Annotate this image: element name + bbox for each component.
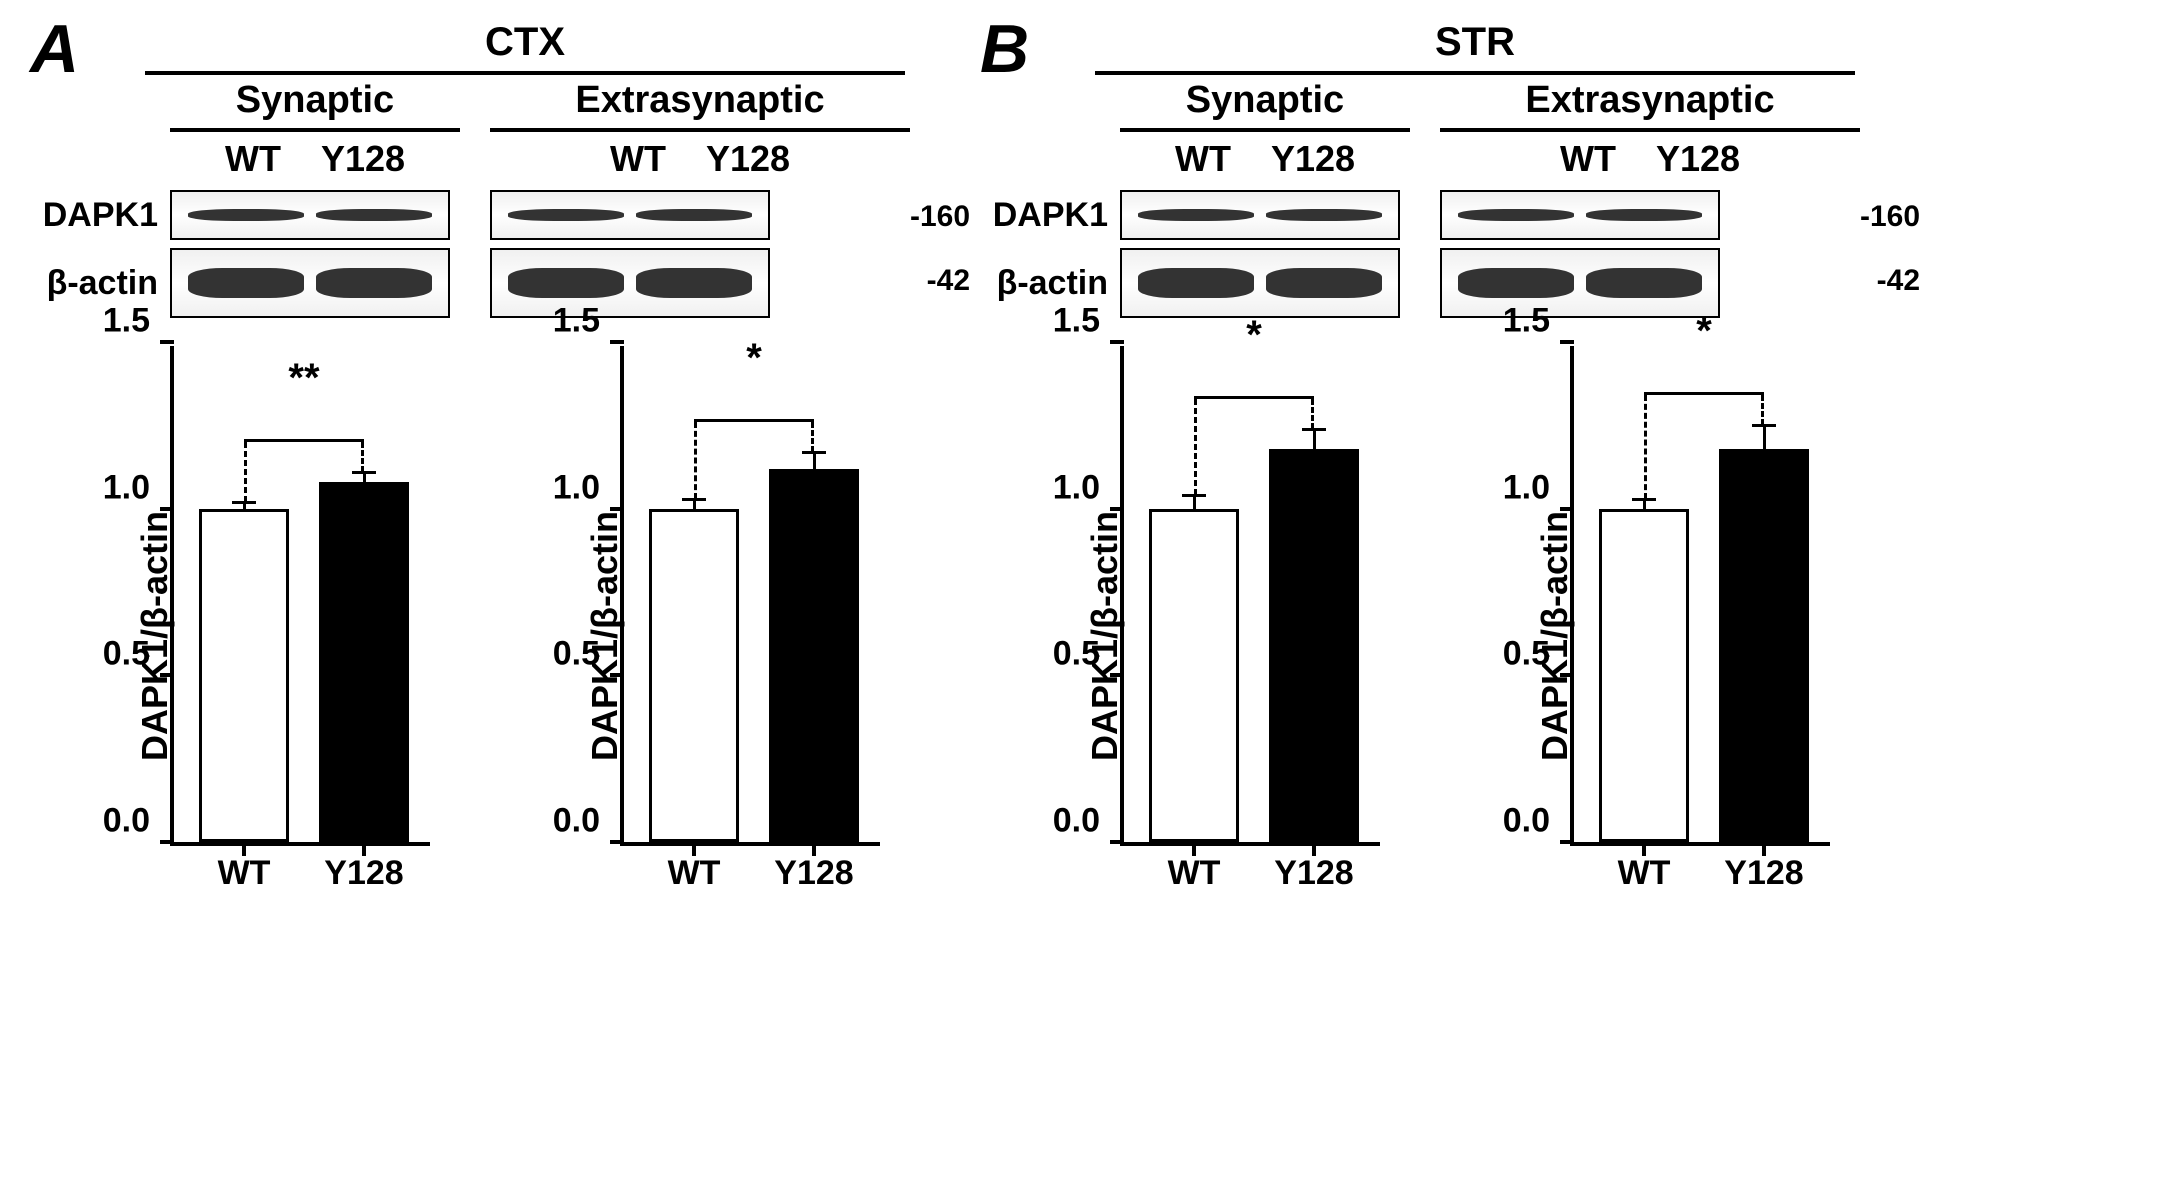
region-title: CTX	[145, 20, 905, 75]
blot-row: -160	[490, 190, 910, 240]
bar-y128	[769, 469, 859, 842]
bar-chart: DAPK1/β-actin0.00.51.01.5WTY128*	[1440, 346, 1860, 926]
y-tick-label: 1.0	[1503, 468, 1550, 507]
western-blot-image	[1120, 190, 1400, 240]
chart-axes: 0.00.51.01.5WTY128*	[620, 346, 880, 846]
y-tick-label: 0.5	[1503, 635, 1550, 674]
significance-marker: **	[288, 356, 319, 401]
condition-label: Y128	[1271, 138, 1355, 180]
blot-row: DAPK1	[40, 190, 460, 240]
significance-marker: *	[746, 336, 762, 381]
panel-letter: A	[30, 10, 79, 88]
significance-marker: *	[1696, 309, 1712, 354]
subpanel-synaptic: SynapticWTY128DAPK1β-actinDAPK1/β-actin0…	[40, 79, 460, 926]
condition-header-row: WT Y128	[170, 138, 460, 180]
fraction-title: Synaptic	[170, 79, 460, 132]
condition-label: WT	[225, 138, 281, 180]
significance-marker: *	[1246, 313, 1262, 358]
fraction-title: Synaptic	[1120, 79, 1410, 132]
subpanel-synaptic: SynapticWTY128DAPK1β-actinDAPK1/β-actin0…	[990, 79, 1410, 926]
mw-label: -42	[927, 264, 970, 298]
y-tick-label: 1.0	[103, 468, 150, 507]
condition-label: Y128	[321, 138, 405, 180]
bar-y128	[1719, 449, 1809, 842]
y-tick-label: 0.0	[103, 802, 150, 841]
bar-wt	[199, 509, 289, 842]
x-tick-label: Y128	[1724, 854, 1803, 893]
bar-wt	[649, 509, 739, 842]
western-blot-image	[170, 248, 450, 318]
subpanel-extrasynaptic: ExtrasynapticWTY128-160-42DAPK1/β-actin0…	[490, 79, 910, 926]
western-blot-image	[170, 190, 450, 240]
protein-label: β-actin	[40, 264, 170, 303]
bar-chart: DAPK1/β-actin0.00.51.01.5WTY128*	[990, 346, 1410, 926]
y-tick-label: 0.0	[553, 802, 600, 841]
blot-row: DAPK1	[990, 190, 1410, 240]
fraction-title: Extrasynaptic	[490, 79, 910, 132]
region-title: STR	[1095, 20, 1855, 75]
bar-chart: DAPK1/β-actin0.00.51.01.5WTY128*	[490, 346, 910, 926]
bar-y128	[319, 482, 409, 842]
x-tick-label: Y128	[1274, 854, 1353, 893]
protein-label: DAPK1	[990, 196, 1120, 235]
bar-wt	[1149, 509, 1239, 842]
bar-chart: DAPK1/β-actin0.00.51.01.5WTY128**	[40, 346, 460, 926]
mw-label: -160	[1860, 200, 1920, 234]
subpanel-extrasynaptic: ExtrasynapticWTY128-160-42DAPK1/β-actin0…	[1440, 79, 1860, 926]
chart-axes: 0.00.51.01.5WTY128*	[1120, 346, 1380, 846]
mw-label: -160	[910, 200, 970, 234]
condition-label: Y128	[1656, 138, 1740, 180]
x-tick-label: WT	[1618, 854, 1671, 893]
y-tick-label: 0.5	[103, 635, 150, 674]
y-tick-label: 1.0	[553, 468, 600, 507]
blot-row: -160	[1440, 190, 1860, 240]
western-blot-image	[490, 248, 770, 318]
western-blot-image	[1440, 248, 1720, 318]
y-tick-label: 1.5	[103, 302, 150, 341]
y-tick-label: 0.0	[1053, 802, 1100, 841]
panel-b: BSTRSynapticWTY128DAPK1β-actinDAPK1/β-ac…	[990, 20, 1860, 926]
y-tick-label: 0.0	[1503, 802, 1550, 841]
bar-wt	[1599, 509, 1689, 842]
y-tick-label: 1.5	[553, 302, 600, 341]
bar-y128	[1269, 449, 1359, 842]
y-tick-label: 1.0	[1053, 468, 1100, 507]
protein-label: β-actin	[990, 264, 1120, 303]
fraction-title: Extrasynaptic	[1440, 79, 1860, 132]
x-tick-label: Y128	[324, 854, 403, 893]
protein-label: DAPK1	[40, 196, 170, 235]
x-tick-label: WT	[1168, 854, 1221, 893]
condition-label: WT	[1175, 138, 1231, 180]
panel-a: ACTXSynapticWTY128DAPK1β-actinDAPK1/β-ac…	[40, 20, 910, 926]
x-tick-label: WT	[668, 854, 721, 893]
condition-header-row: WT Y128	[490, 138, 910, 180]
chart-axes: 0.00.51.01.5WTY128*	[1570, 346, 1830, 846]
x-tick-label: WT	[218, 854, 271, 893]
y-tick-label: 0.5	[1053, 635, 1100, 674]
y-tick-label: 0.5	[553, 635, 600, 674]
mw-label: -42	[1877, 264, 1920, 298]
western-blot-image	[1440, 190, 1720, 240]
condition-label: WT	[1560, 138, 1616, 180]
condition-header-row: WT Y128	[1120, 138, 1410, 180]
western-blot-image	[490, 190, 770, 240]
condition-header-row: WT Y128	[1440, 138, 1860, 180]
condition-label: WT	[610, 138, 666, 180]
y-tick-label: 1.5	[1503, 302, 1550, 341]
panel-letter: B	[980, 10, 1029, 88]
western-blot-image	[1120, 248, 1400, 318]
y-tick-label: 1.5	[1053, 302, 1100, 341]
x-tick-label: Y128	[774, 854, 853, 893]
condition-label: Y128	[706, 138, 790, 180]
chart-axes: 0.00.51.01.5WTY128**	[170, 346, 430, 846]
